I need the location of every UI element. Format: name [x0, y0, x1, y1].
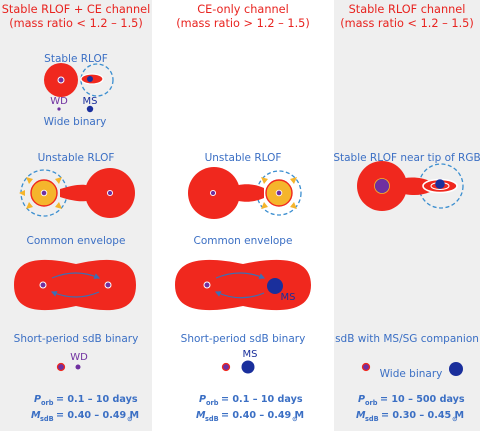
- col1-unstable-rlof-binary: [19, 168, 135, 218]
- col1-msdb-formula: M sdB = 0.40 – 0.49 M ⊙: [31, 410, 139, 423]
- col1-stage-unstable-rlof: Unstable RLOF: [38, 152, 115, 164]
- col1-sdb-binary: [56, 362, 81, 372]
- col1-final-label: WD: [70, 352, 88, 363]
- wd-marker-dot: [57, 107, 61, 111]
- col3-title-line1: Stable RLOF channel: [349, 3, 466, 16]
- m-subscript: sdB: [40, 415, 54, 423]
- m-symbol-2: M: [196, 410, 206, 421]
- column-ce-only: CE-only channel (mass ratio > 1.2 – 1.5)…: [175, 3, 311, 423]
- col3-porb-formula: P orb = 10 – 500 days: [358, 394, 465, 407]
- column-stable-rlof: Stable RLOF channel (mass ratio < 1.2 – …: [333, 3, 480, 423]
- sun-symbol-2: ⊙: [292, 415, 298, 423]
- col1-stage-short-period: Short-period sdB binary: [14, 333, 139, 345]
- col2-porb-range: = 0.1 – 10 days: [221, 394, 303, 405]
- col2-final-label: MS: [243, 349, 258, 360]
- col2-common-envelope: [175, 259, 311, 311]
- ms-marker-dot: [86, 105, 94, 113]
- col3-stable-rlof-binary: [357, 161, 464, 211]
- col1-msdb-range: = 0.40 – 0.49 M: [56, 410, 139, 421]
- col3-msdb-range: = 0.30 – 0.45 M: [381, 410, 464, 421]
- col2-title-line2: (mass ratio > 1.2 – 1.5): [176, 17, 310, 30]
- p-subscript-2: orb: [206, 399, 219, 407]
- col2-ce-ms-label: MS: [281, 292, 296, 303]
- col1-stage-common-envelope: Common envelope: [27, 235, 126, 247]
- col2-porb-formula: P orb = 0.1 – 10 days: [199, 394, 303, 407]
- col2-msdb-range: = 0.40 – 0.49 M: [221, 410, 304, 421]
- panel-middle: [152, 0, 334, 431]
- label-ms: MS: [83, 96, 98, 107]
- col3-title-line2: (mass ratio < 1.2 – 1.5): [340, 17, 474, 30]
- panel-right: [334, 0, 480, 431]
- p-symbol: P: [34, 394, 41, 405]
- col3-porb-range: = 10 – 500 days: [380, 394, 465, 405]
- m-symbol-3: M: [356, 410, 366, 421]
- col3-stage-stable-rlof-rgb: Stable RLOF near tip of RGB: [333, 152, 480, 164]
- m-symbol: M: [31, 410, 41, 421]
- col2-unstable-rlof-binary: [188, 167, 302, 219]
- col3-msdb-formula: M sdB = 0.30 – 0.45 M ⊙: [356, 410, 464, 423]
- col1-porb-range: = 0.1 – 10 days: [56, 394, 138, 405]
- col1-title-line1: Stable RLOF + CE channel: [2, 3, 150, 16]
- col1-common-envelope: [14, 259, 136, 311]
- col2-sdb-binary: [221, 360, 255, 374]
- label-wide-binary: Wide binary: [44, 116, 107, 128]
- col3-stage-sdb-ms-sg: sdB with MS/SG companion: [335, 333, 479, 345]
- col2-msdb-formula: M sdB = 0.40 – 0.49 M ⊙: [196, 410, 304, 423]
- p-subscript: orb: [41, 399, 54, 407]
- stable-rlof-binary: [44, 63, 114, 97]
- col2-stage-unstable-rlof: Unstable RLOF: [205, 152, 282, 164]
- m-subscript-3: sdB: [365, 415, 379, 423]
- col1-stage-stable-rlof: Stable RLOF: [44, 53, 108, 65]
- col3-sdb-wide-binary: [361, 362, 463, 376]
- sun-symbol: ⊙: [127, 415, 133, 423]
- p-subscript-3: orb: [365, 399, 378, 407]
- p-symbol-2: P: [199, 394, 206, 405]
- label-wd: WD: [50, 96, 68, 107]
- col1-porb-formula: P orb = 0.1 – 10 days: [34, 394, 138, 407]
- col2-stage-short-period: Short-period sdB binary: [181, 333, 306, 345]
- col2-title-line1: CE-only channel: [197, 3, 289, 16]
- p-symbol-3: P: [358, 394, 365, 405]
- col2-stage-common-envelope: Common envelope: [194, 235, 293, 247]
- m-subscript-2: sdB: [205, 415, 219, 423]
- col1-title-line2: (mass ratio < 1.2 – 1.5): [9, 17, 143, 30]
- col3-final-label: Wide binary: [380, 368, 443, 380]
- column-stable-rlof-ce: Stable RLOF + CE channel (mass ratio < 1…: [2, 3, 150, 423]
- sun-symbol-3: ⊙: [452, 415, 458, 423]
- panel-left: [0, 0, 152, 431]
